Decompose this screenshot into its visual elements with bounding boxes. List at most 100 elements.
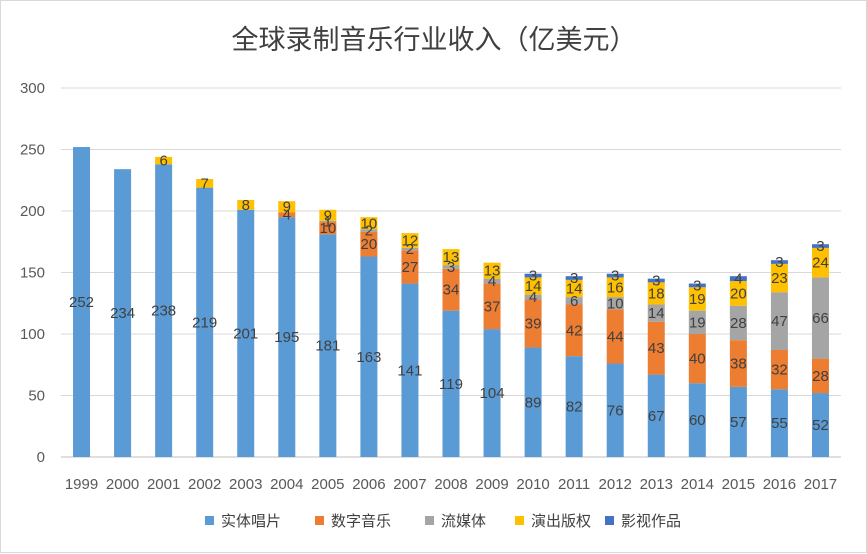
x-tick-label: 2002 xyxy=(188,476,221,493)
bar-segment xyxy=(606,277,624,298)
data-label: 3 xyxy=(611,268,619,285)
data-label: 28 xyxy=(812,368,829,385)
x-tick-label: 2009 xyxy=(475,476,508,493)
data-label: 32 xyxy=(771,362,788,379)
data-label: 252 xyxy=(69,294,94,311)
bar-segment xyxy=(524,277,542,295)
bar-segment xyxy=(360,256,378,457)
data-label: 40 xyxy=(689,351,706,368)
data-label: 119 xyxy=(439,376,463,393)
x-tick-label: 2005 xyxy=(311,476,344,493)
y-tick-label: 150 xyxy=(20,265,45,282)
bar-segment xyxy=(606,309,624,364)
data-label: 20 xyxy=(730,285,747,302)
bar-segment xyxy=(688,287,706,311)
bar-segment xyxy=(360,229,378,232)
bars xyxy=(73,147,829,458)
x-tick-label: 1999 xyxy=(65,476,98,493)
bar-segment xyxy=(155,164,173,457)
bar-segment xyxy=(770,263,788,293)
data-label: 2 xyxy=(406,241,414,258)
bar-segment xyxy=(401,247,419,251)
data-label: 19 xyxy=(689,314,706,331)
bar-segment xyxy=(565,276,583,280)
data-label: 2 xyxy=(365,223,373,240)
x-tick-label: 2016 xyxy=(763,476,796,493)
bar-segment xyxy=(811,244,829,248)
data-label: 9 xyxy=(283,199,291,216)
bar-segment xyxy=(483,278,501,284)
data-label: 4 xyxy=(283,207,291,224)
x-tick-label: 2014 xyxy=(681,476,714,493)
bar-segment xyxy=(360,217,378,230)
data-label: 6 xyxy=(570,293,578,310)
data-label: 10 xyxy=(319,220,336,237)
x-tick-label: 2017 xyxy=(804,476,837,493)
legend-swatch xyxy=(605,516,614,525)
bar-segment xyxy=(565,297,583,305)
x-tick-label: 2010 xyxy=(516,476,549,493)
bar-segment xyxy=(688,310,706,334)
legend-label: 流媒体 xyxy=(441,512,486,530)
bar-segment xyxy=(647,278,665,283)
data-label: 43 xyxy=(648,340,665,357)
data-label: 14 xyxy=(566,280,583,297)
data-label: 3 xyxy=(652,272,660,289)
data-label: 3 xyxy=(529,268,537,285)
bar-segment xyxy=(647,304,665,322)
data-label: 24 xyxy=(812,255,829,272)
bar-segment xyxy=(524,294,542,300)
bar-segment xyxy=(729,340,747,387)
x-tick-label: 2007 xyxy=(393,476,426,493)
bar-segment xyxy=(319,209,337,221)
bar-segment xyxy=(811,277,829,359)
chart-title: 全球录制音乐行业收入（亿美元） xyxy=(232,25,637,56)
bar-segment xyxy=(319,234,337,457)
y-tick-label: 50 xyxy=(28,388,45,405)
data-label: 163 xyxy=(356,349,381,366)
data-label: 6 xyxy=(159,153,167,170)
bar-segment xyxy=(688,334,706,384)
bar-segment xyxy=(360,231,378,257)
legend-label: 实体唱片 xyxy=(221,512,281,530)
data-label: 4 xyxy=(529,289,537,306)
data-label: 1 xyxy=(324,213,332,230)
x-tick-label: 2004 xyxy=(270,476,303,493)
data-label: 19 xyxy=(689,291,706,308)
data-label: 66 xyxy=(812,310,829,327)
bar-segment xyxy=(647,321,665,375)
bar-segment xyxy=(811,247,829,278)
data-label: 10 xyxy=(607,295,624,312)
data-label: 39 xyxy=(525,316,542,333)
data-label: 181 xyxy=(315,338,340,355)
x-tick-label: 2001 xyxy=(147,476,180,493)
bar-segment xyxy=(565,279,583,298)
bar-segment xyxy=(524,347,542,457)
data-label: 12 xyxy=(402,233,419,250)
data-label: 42 xyxy=(566,322,583,339)
bar-segment xyxy=(442,249,460,266)
y-tick-label: 300 xyxy=(20,80,45,97)
y-tick-label: 0 xyxy=(37,449,45,466)
bar-segment xyxy=(688,383,706,457)
x-axis-ticks: 1999 2000 2001 2002 2003 2004 2005 2006 2007 2008… xyxy=(65,476,837,493)
legend-label: 演出版权 xyxy=(531,512,591,530)
y-axis-ticks: 0 50 100 150 200 250 300 xyxy=(20,80,45,466)
bar-segment xyxy=(114,169,132,457)
data-label: 9 xyxy=(324,207,332,224)
bar-segment xyxy=(483,283,501,330)
bar-segment xyxy=(729,276,747,282)
data-label: 3 xyxy=(816,238,824,255)
data-label: 7 xyxy=(201,175,209,192)
bar-segment xyxy=(811,393,829,457)
data-label: 219 xyxy=(192,314,217,331)
data-label: 3 xyxy=(775,254,783,271)
data-label: 57 xyxy=(730,414,747,431)
legend: 实体唱片 数字音乐 流媒体 演出版权 影视作品 xyxy=(205,512,681,530)
bar-segment xyxy=(524,299,542,348)
data-label: 44 xyxy=(607,328,624,345)
data-label: 23 xyxy=(771,270,788,287)
bar-segment xyxy=(237,209,255,457)
legend-label: 数字音乐 xyxy=(331,512,391,530)
